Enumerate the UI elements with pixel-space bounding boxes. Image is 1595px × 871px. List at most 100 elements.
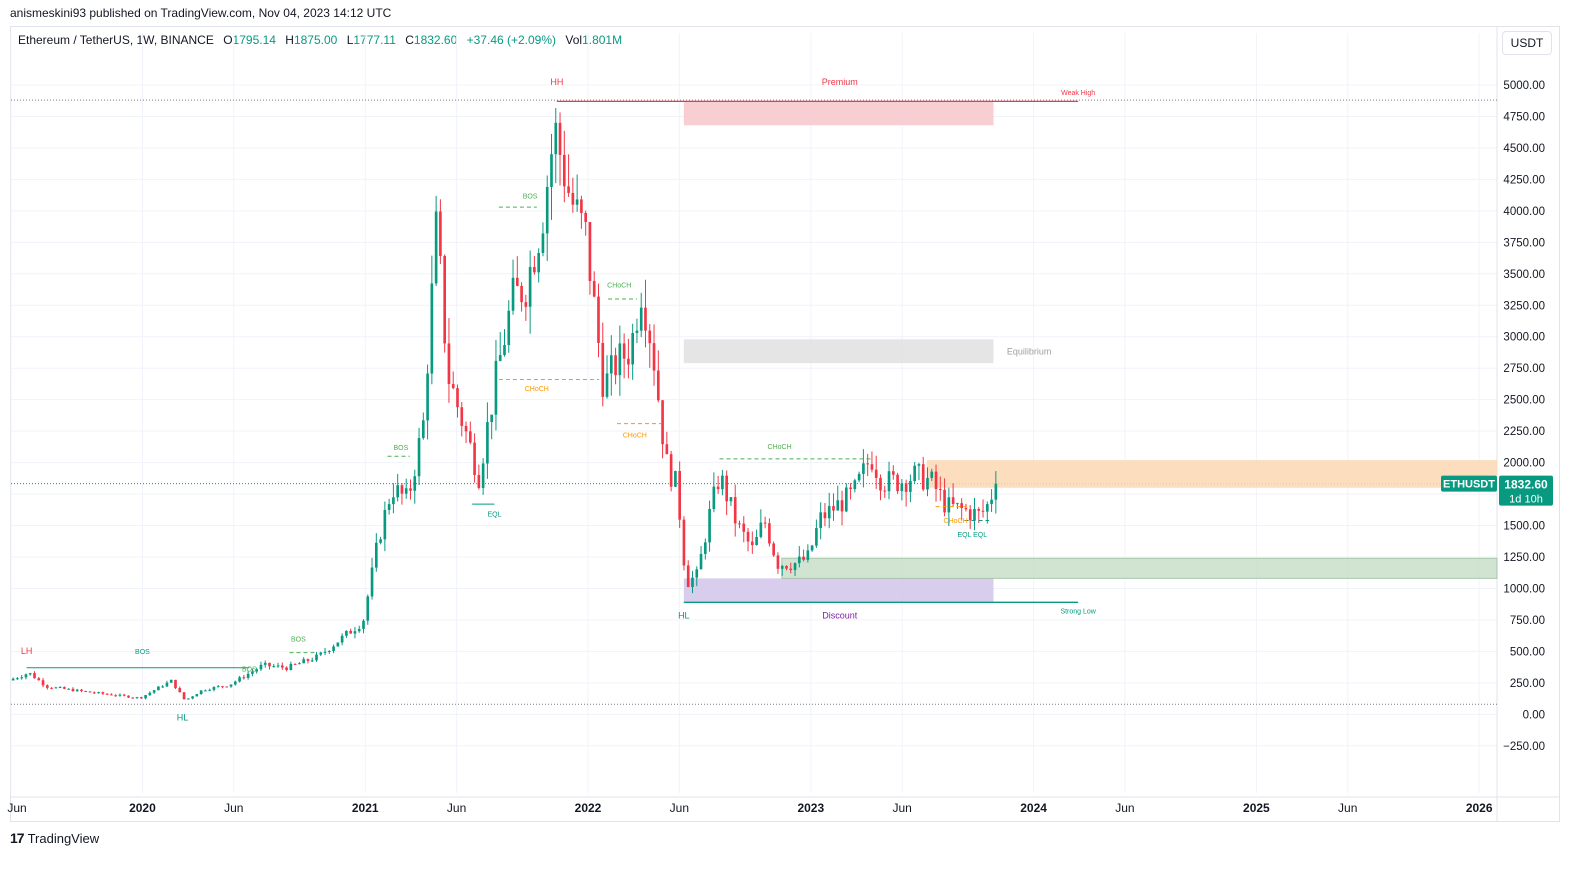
candle-body (503, 344, 506, 356)
candle-body (426, 373, 429, 421)
candle-body (285, 667, 288, 670)
candle-body (400, 485, 404, 494)
candle-body (174, 679, 177, 689)
candle-body (926, 477, 929, 490)
candle-body (669, 454, 673, 487)
symbol-title[interactable]: Ethereum / TetherUS, 1W, BINANCE (18, 33, 214, 47)
candle-body (460, 407, 464, 426)
y-tick-label: 500.00 (1510, 646, 1545, 658)
candle-body (494, 360, 498, 415)
candle-body (742, 523, 746, 532)
candle-body (703, 542, 707, 554)
price-tag-value: 1832.60 (1504, 478, 1548, 492)
candle-body (379, 539, 382, 543)
ohlc-close: C1832.60 (405, 33, 458, 47)
candle-body (127, 695, 130, 698)
candle-body (691, 577, 694, 587)
candle-body (580, 199, 583, 213)
candle-body (161, 686, 165, 688)
candle-body (340, 635, 344, 643)
candle-body (772, 543, 775, 556)
candle-body (144, 695, 147, 699)
y-tick-label: 2500.00 (1503, 395, 1545, 407)
candle-body (827, 506, 831, 519)
candle-body (165, 682, 169, 687)
y-tick-label: 1000.00 (1503, 583, 1545, 595)
candle-body (849, 487, 852, 490)
candle-body (396, 485, 400, 498)
candle-body (592, 280, 596, 297)
candle-body (392, 497, 395, 505)
candle-body (157, 686, 160, 691)
x-tick-label: 2023 (797, 801, 824, 815)
candle-body (349, 630, 353, 634)
candle-body (656, 370, 660, 401)
annotation-label: CHoCH (525, 386, 549, 393)
candle-body (605, 373, 609, 397)
candle-body (306, 659, 310, 661)
candle-body (71, 688, 75, 692)
candle-body (631, 332, 634, 365)
candle-body (272, 666, 276, 668)
publisher-line: anismeskini93 published on TradingView.c… (10, 6, 392, 20)
annotation-label: Discount (822, 611, 858, 621)
candle-body (900, 483, 904, 492)
footer-branding[interactable]: 17 TradingView (10, 830, 99, 846)
candle-body (601, 342, 605, 397)
candle-body (135, 697, 139, 699)
candle-body (54, 687, 58, 689)
candle-body (930, 471, 934, 478)
candle-body (302, 659, 306, 664)
candle-body (729, 497, 733, 502)
candle-body (815, 528, 818, 546)
candle-body (678, 470, 681, 520)
x-tick-label: Jun (447, 801, 466, 815)
candle-body (233, 681, 237, 685)
candle-body (981, 510, 985, 512)
candle-body (768, 523, 771, 544)
candle-body (913, 465, 916, 482)
x-tick-label: Jun (670, 801, 689, 815)
candle-body (323, 651, 327, 653)
candle-body (370, 567, 374, 597)
candle-body (507, 310, 511, 345)
candle-body (473, 442, 476, 476)
annotation-label: CHoCH (944, 518, 968, 525)
candle-body (41, 680, 45, 686)
candle-body (832, 506, 835, 511)
annotation-label: CHoCH (607, 283, 631, 290)
candle-body (246, 673, 250, 678)
candle-body (88, 691, 92, 693)
candle-body (635, 330, 639, 333)
x-tick-label: Jun (1338, 801, 1357, 815)
candle-body (904, 483, 908, 492)
candle-body (750, 541, 754, 546)
candle-body (844, 487, 848, 512)
candle-body (298, 663, 301, 665)
candle-body (746, 531, 750, 542)
candle-body (443, 255, 446, 344)
candle-body (110, 694, 113, 696)
candle-body (793, 563, 797, 571)
candle-body (733, 497, 737, 524)
ohlc-open: O1795.14 (223, 33, 276, 47)
y-tick-label: 3750.00 (1503, 237, 1545, 249)
candle-body (28, 673, 32, 675)
y-tick-label: 750.00 (1510, 615, 1545, 627)
annotation-label: HL (177, 713, 189, 723)
annotation-label: BOS (523, 193, 538, 200)
tradingview-logo-icon: 17 (10, 830, 25, 846)
candle-body (490, 414, 493, 423)
candle-body (357, 628, 361, 632)
candle-body (118, 694, 122, 696)
y-tick-label: 3500.00 (1503, 269, 1545, 281)
annotation-label: BOS (291, 636, 306, 643)
candle-body (447, 343, 451, 384)
candle-body (699, 553, 703, 570)
y-tick-label: −250.00 (1503, 741, 1545, 753)
candle-body (417, 438, 421, 477)
currency-unit-button[interactable]: USDT (1502, 31, 1552, 55)
candle-body (242, 677, 246, 679)
candle-body (50, 687, 53, 689)
